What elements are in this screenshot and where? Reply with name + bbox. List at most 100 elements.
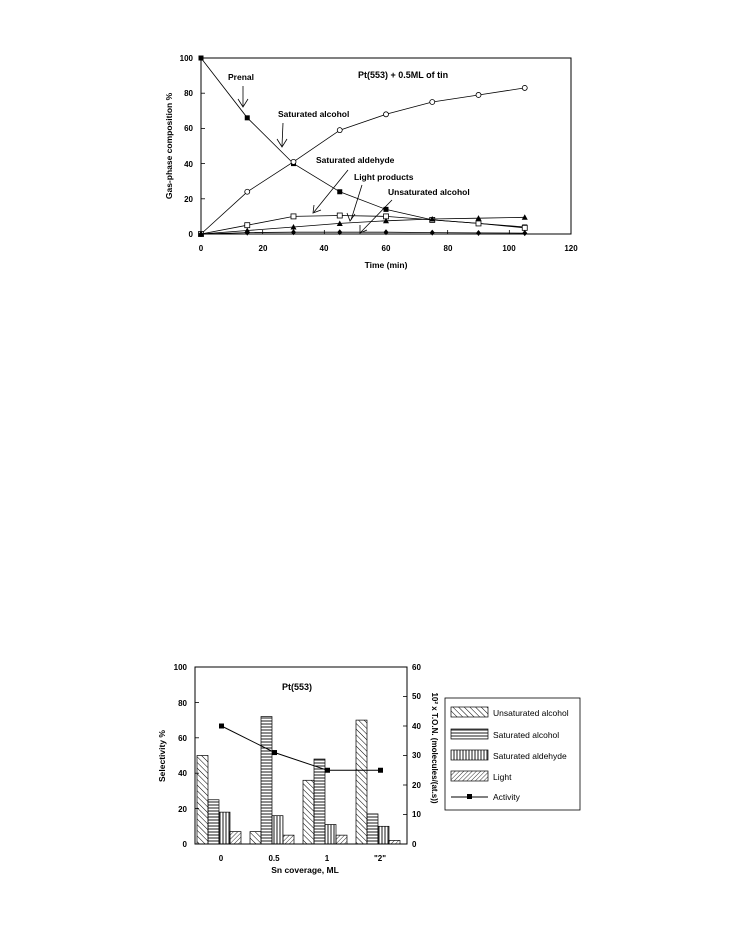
legend-label: Unsaturated alcohol bbox=[493, 708, 569, 718]
chart2-ytick-label: 100 bbox=[174, 663, 188, 672]
series-line-prenal bbox=[200, 57, 525, 228]
data-point-unsaturated-alcohol bbox=[337, 229, 343, 236]
chart1-ytick-label: 20 bbox=[184, 195, 193, 204]
chart2-y2tick-label: 10 bbox=[412, 810, 421, 819]
data-point-saturated-alcohol bbox=[244, 188, 251, 195]
chart1-xtick-label: 60 bbox=[382, 244, 391, 253]
data-point-saturated-alcohol bbox=[336, 127, 343, 134]
activity-line bbox=[221, 725, 381, 771]
data-point-saturated-alcohol bbox=[429, 99, 436, 105]
data-point-saturated-aldehyde bbox=[475, 220, 482, 227]
data-point-light-products bbox=[521, 214, 528, 220]
series-line-unsaturated-alcohol bbox=[200, 231, 525, 235]
chart2-category-label: 0.5 bbox=[268, 854, 280, 863]
annotation-saturated-alcohol: Saturated alcohol bbox=[278, 109, 349, 119]
chart2-legend: Unsaturated alcohol Saturated alcohol Sa… bbox=[444, 697, 581, 811]
data-point-saturated-aldehyde bbox=[336, 212, 343, 219]
data-point-light-products bbox=[336, 220, 343, 226]
data-point-unsaturated-alcohol bbox=[383, 229, 389, 236]
chart2-ytick-label: 20 bbox=[178, 805, 187, 814]
chart2-y2tick-label: 40 bbox=[412, 722, 421, 731]
annotation-light-products: Light products bbox=[354, 172, 414, 182]
legend-label: Light bbox=[493, 772, 512, 782]
annotation-unsaturated-alcohol: Unsaturated alcohol bbox=[388, 187, 470, 197]
bar-saturated-aldehyde bbox=[377, 825, 390, 845]
activity-point bbox=[325, 767, 330, 773]
chart1-ytick-label: 60 bbox=[184, 124, 193, 133]
chart1-xtick-label: 100 bbox=[502, 244, 516, 253]
bar-unsaturated-alcohol bbox=[302, 779, 315, 845]
activity-point bbox=[219, 723, 224, 729]
chart2-y-axis-label: Selectivity % bbox=[157, 730, 167, 782]
chart2-ytick-label: 80 bbox=[178, 699, 187, 708]
data-point-prenal bbox=[337, 189, 343, 195]
legend-swatch-saturated-alcohol bbox=[450, 728, 489, 740]
chart2-category-label: 0 bbox=[219, 854, 224, 863]
chart1-x-axis-label: Time (min) bbox=[365, 260, 408, 270]
chart1-xtick-label: 20 bbox=[259, 244, 268, 253]
bar-saturated-aldehyde bbox=[218, 811, 231, 845]
chart1-title: Pt(553) + 0.5ML of tin bbox=[358, 70, 448, 80]
data-point-light-products bbox=[475, 215, 482, 221]
bar-light bbox=[229, 831, 242, 845]
legend-swatch-unsaturated-alcohol bbox=[450, 706, 489, 718]
data-point-prenal bbox=[244, 115, 250, 121]
chart1-ytick-label: 100 bbox=[180, 54, 194, 63]
data-point-prenal bbox=[198, 55, 204, 61]
chart2-y2tick-label: 60 bbox=[412, 663, 421, 672]
data-point-light-products bbox=[290, 223, 297, 230]
chart2-category-label: "2" bbox=[374, 854, 386, 863]
annotation-prenal: Prenal bbox=[228, 72, 254, 82]
legend-label: Saturated alcohol bbox=[493, 730, 559, 740]
selectivity-bar-chart: Pt(553) Sn coverage, ML Selectivity % 10… bbox=[157, 663, 581, 875]
legend-label: Activity bbox=[493, 792, 521, 802]
data-point-saturated-alcohol bbox=[290, 158, 297, 165]
bar-unsaturated-alcohol bbox=[355, 719, 368, 845]
chart2-ytick-label: 40 bbox=[178, 769, 187, 778]
bar-saturated-aldehyde bbox=[271, 815, 284, 845]
chart2-y2tick-label: 20 bbox=[412, 781, 421, 790]
chart1-ytick-label: 80 bbox=[184, 89, 193, 98]
chart1-ytick-label: 40 bbox=[184, 160, 193, 169]
bar-saturated-alcohol bbox=[366, 813, 379, 845]
chart2-y2tick-label: 30 bbox=[412, 751, 421, 760]
data-point-unsaturated-alcohol bbox=[198, 231, 204, 237]
composition-line-chart: Pt(553) + 0.5ML of tin Time (min) Gas-ph… bbox=[164, 54, 578, 270]
data-point-saturated-aldehyde bbox=[244, 222, 251, 229]
bar-saturated-alcohol bbox=[207, 799, 220, 845]
annotation-arrows bbox=[237, 86, 393, 234]
bar-light bbox=[335, 834, 348, 845]
data-point-unsaturated-alcohol bbox=[476, 229, 481, 236]
chart2-ytick-label: 60 bbox=[178, 734, 187, 743]
bar-saturated-alcohol bbox=[313, 758, 326, 845]
series-line-saturated-aldehyde bbox=[200, 215, 525, 235]
chart2-y2tick-label: 0 bbox=[412, 840, 417, 849]
activity-point bbox=[272, 750, 277, 756]
data-point-saturated-alcohol bbox=[475, 92, 482, 98]
bar-saturated-aldehyde bbox=[324, 824, 337, 845]
bar-saturated-alcohol bbox=[260, 716, 273, 845]
chart2-category-label: 1 bbox=[325, 854, 330, 863]
legend-frame bbox=[444, 697, 581, 811]
chart2-title: Pt(553) bbox=[282, 682, 312, 692]
legend-swatch-saturated-aldehyde bbox=[450, 749, 489, 761]
data-point-unsaturated-alcohol bbox=[244, 229, 250, 236]
chart2-y2tick-label: 50 bbox=[412, 692, 421, 701]
bar-light bbox=[282, 834, 295, 845]
data-point-saturated-alcohol bbox=[521, 85, 528, 91]
data-point-saturated-aldehyde bbox=[521, 224, 528, 231]
data-point-unsaturated-alcohol bbox=[291, 229, 296, 236]
data-point-saturated-aldehyde bbox=[290, 213, 297, 220]
chart1-ytick-label: 0 bbox=[189, 230, 194, 239]
bar-light bbox=[388, 840, 401, 845]
chart2-ytick-label: 0 bbox=[183, 840, 188, 849]
chart2-x-axis-label: Sn coverage, ML bbox=[271, 865, 339, 875]
series-line-light-products bbox=[200, 216, 525, 235]
chart1-xtick-label: 80 bbox=[444, 244, 453, 253]
data-point-prenal bbox=[383, 206, 389, 212]
data-point-saturated-alcohol bbox=[383, 111, 389, 118]
activity-point bbox=[378, 767, 383, 773]
data-point-unsaturated-alcohol bbox=[522, 230, 528, 237]
chart1-xtick-label: 0 bbox=[199, 244, 204, 253]
